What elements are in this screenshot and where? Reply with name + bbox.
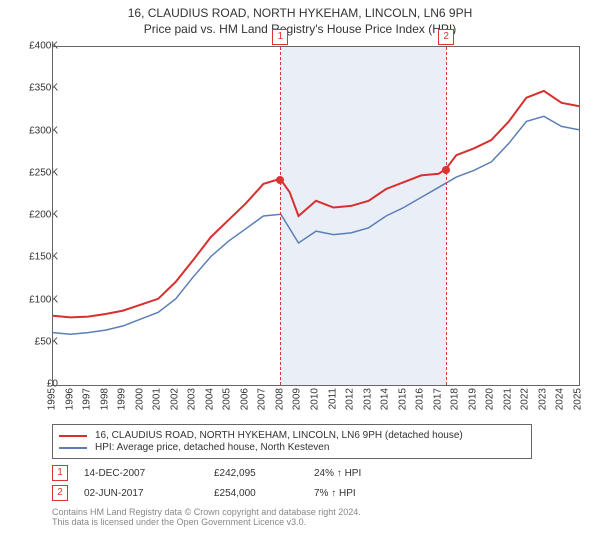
- x-axis-label: 2013: [362, 388, 373, 410]
- x-axis-label: 2020: [485, 388, 496, 410]
- series-property: [53, 91, 579, 318]
- x-axis-label: 2025: [573, 388, 584, 410]
- sales-table: 1 14-DEC-2007£242,09524% ↑ HPI 2 02-JUN-201…: [52, 465, 590, 501]
- sale-price: £242,095: [214, 468, 314, 479]
- footer: Contains HM Land Registry data © Crown c…: [52, 507, 590, 527]
- x-axis-label: 2006: [239, 388, 250, 410]
- x-axis-label: 2023: [537, 388, 548, 410]
- x-axis-label: 1997: [82, 388, 93, 410]
- x-axis-label: 1999: [117, 388, 128, 410]
- legend-label: HPI: Average price, detached house, Nort…: [95, 442, 329, 453]
- x-axis-label: 2012: [345, 388, 356, 410]
- sale-price: £254,000: [214, 488, 314, 499]
- x-axis-label: 2010: [310, 388, 321, 410]
- x-axis-label: 2003: [187, 388, 198, 410]
- x-axis-label: 2005: [222, 388, 233, 410]
- x-axis-label: 2021: [502, 388, 513, 410]
- x-axis-label: 2001: [152, 388, 163, 410]
- x-axis-label: 2009: [292, 388, 303, 410]
- sale-row: 1 14-DEC-2007£242,09524% ↑ HPI: [52, 465, 590, 481]
- legend: 16, CLAUDIUS ROAD, NORTH HYKEHAM, LINCOL…: [52, 424, 532, 459]
- legend-label: 16, CLAUDIUS ROAD, NORTH HYKEHAM, LINCOL…: [95, 430, 463, 441]
- x-axis-label: 2017: [432, 388, 443, 410]
- sale-date: 02-JUN-2017: [84, 488, 214, 499]
- series-hpi: [53, 116, 579, 334]
- x-axis-label: 2002: [169, 388, 180, 410]
- x-axis-label: 2022: [520, 388, 531, 410]
- sale-index: 1: [52, 465, 68, 481]
- legend-item: 16, CLAUDIUS ROAD, NORTH HYKEHAM, LINCOL…: [59, 430, 525, 441]
- legend-swatch: [59, 435, 87, 437]
- x-axis-label: 2007: [257, 388, 268, 410]
- x-axis-label: 1996: [64, 388, 75, 410]
- x-axis-label: 2015: [397, 388, 408, 410]
- x-axis-label: 2008: [274, 388, 285, 410]
- title-main: 16, CLAUDIUS ROAD, NORTH HYKEHAM, LINCOL…: [8, 6, 592, 20]
- x-axis-label: 2004: [204, 388, 215, 410]
- sale-dot: [442, 166, 450, 174]
- sale-date: 14-DEC-2007: [84, 468, 214, 479]
- sale-vline: [446, 47, 447, 385]
- legend-swatch: [59, 447, 87, 449]
- x-axis-label: 2011: [327, 388, 338, 410]
- sale-diff: 24% ↑ HPI: [314, 468, 434, 479]
- x-axis-label: 1995: [47, 388, 58, 410]
- sale-marker: 1: [272, 29, 288, 45]
- sale-row: 2 02-JUN-2017£254,0007% ↑ HPI: [52, 485, 590, 501]
- x-axis-label: 2016: [415, 388, 426, 410]
- footer-line: This data is licensed under the Open Gov…: [52, 517, 590, 527]
- x-axis-label: 2024: [555, 388, 566, 410]
- x-axis-label: 2018: [450, 388, 461, 410]
- sale-diff: 7% ↑ HPI: [314, 488, 434, 499]
- title-sub: Price paid vs. HM Land Registry's House …: [8, 22, 592, 36]
- x-axis-label: 1998: [99, 388, 110, 410]
- chart: £0£50K£100K£150K£200K£250K£300K£350K£400…: [10, 40, 590, 420]
- sale-dot: [276, 176, 284, 184]
- x-axis-label: 2000: [134, 388, 145, 410]
- x-axis-label: 2019: [467, 388, 478, 410]
- sale-vline: [280, 47, 281, 385]
- legend-item: HPI: Average price, detached house, Nort…: [59, 442, 525, 453]
- sale-marker: 2: [438, 29, 454, 45]
- plot-area: 12: [52, 46, 580, 386]
- x-axis-label: 2014: [380, 388, 391, 410]
- sale-index: 2: [52, 485, 68, 501]
- footer-line: Contains HM Land Registry data © Crown c…: [52, 507, 590, 517]
